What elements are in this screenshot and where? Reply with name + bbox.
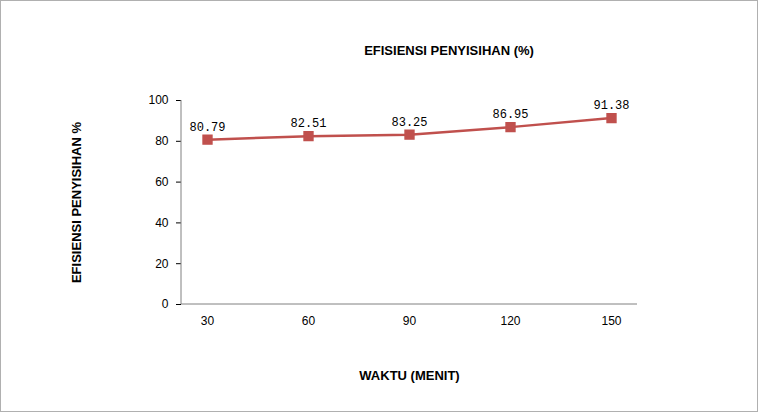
svg-text:150: 150 — [601, 314, 621, 328]
svg-text:0: 0 — [162, 297, 169, 311]
svg-text:83.25: 83.25 — [391, 116, 427, 130]
svg-text:120: 120 — [500, 314, 520, 328]
svg-text:100: 100 — [148, 93, 168, 107]
svg-text:30: 30 — [201, 314, 215, 328]
svg-text:WAKTU (MENIT): WAKTU (MENIT) — [359, 368, 459, 383]
svg-text:20: 20 — [155, 257, 169, 271]
svg-text:82.51: 82.51 — [290, 117, 326, 131]
svg-text:60: 60 — [155, 175, 169, 189]
svg-text:60: 60 — [302, 314, 316, 328]
svg-text:EFISIENSI PENYISIHAN %: EFISIENSI PENYISIHAN % — [69, 122, 84, 284]
svg-text:80: 80 — [155, 134, 169, 148]
svg-text:40: 40 — [155, 216, 169, 230]
svg-text:91.38: 91.38 — [593, 99, 629, 113]
svg-text:86.95: 86.95 — [492, 108, 528, 122]
svg-text:90: 90 — [403, 314, 417, 328]
svg-text:80.79: 80.79 — [189, 121, 225, 135]
html-text:EFISIENSI PENYISIHAN (%): EFISIENSI PENYISIHAN (%) — [364, 43, 534, 58]
